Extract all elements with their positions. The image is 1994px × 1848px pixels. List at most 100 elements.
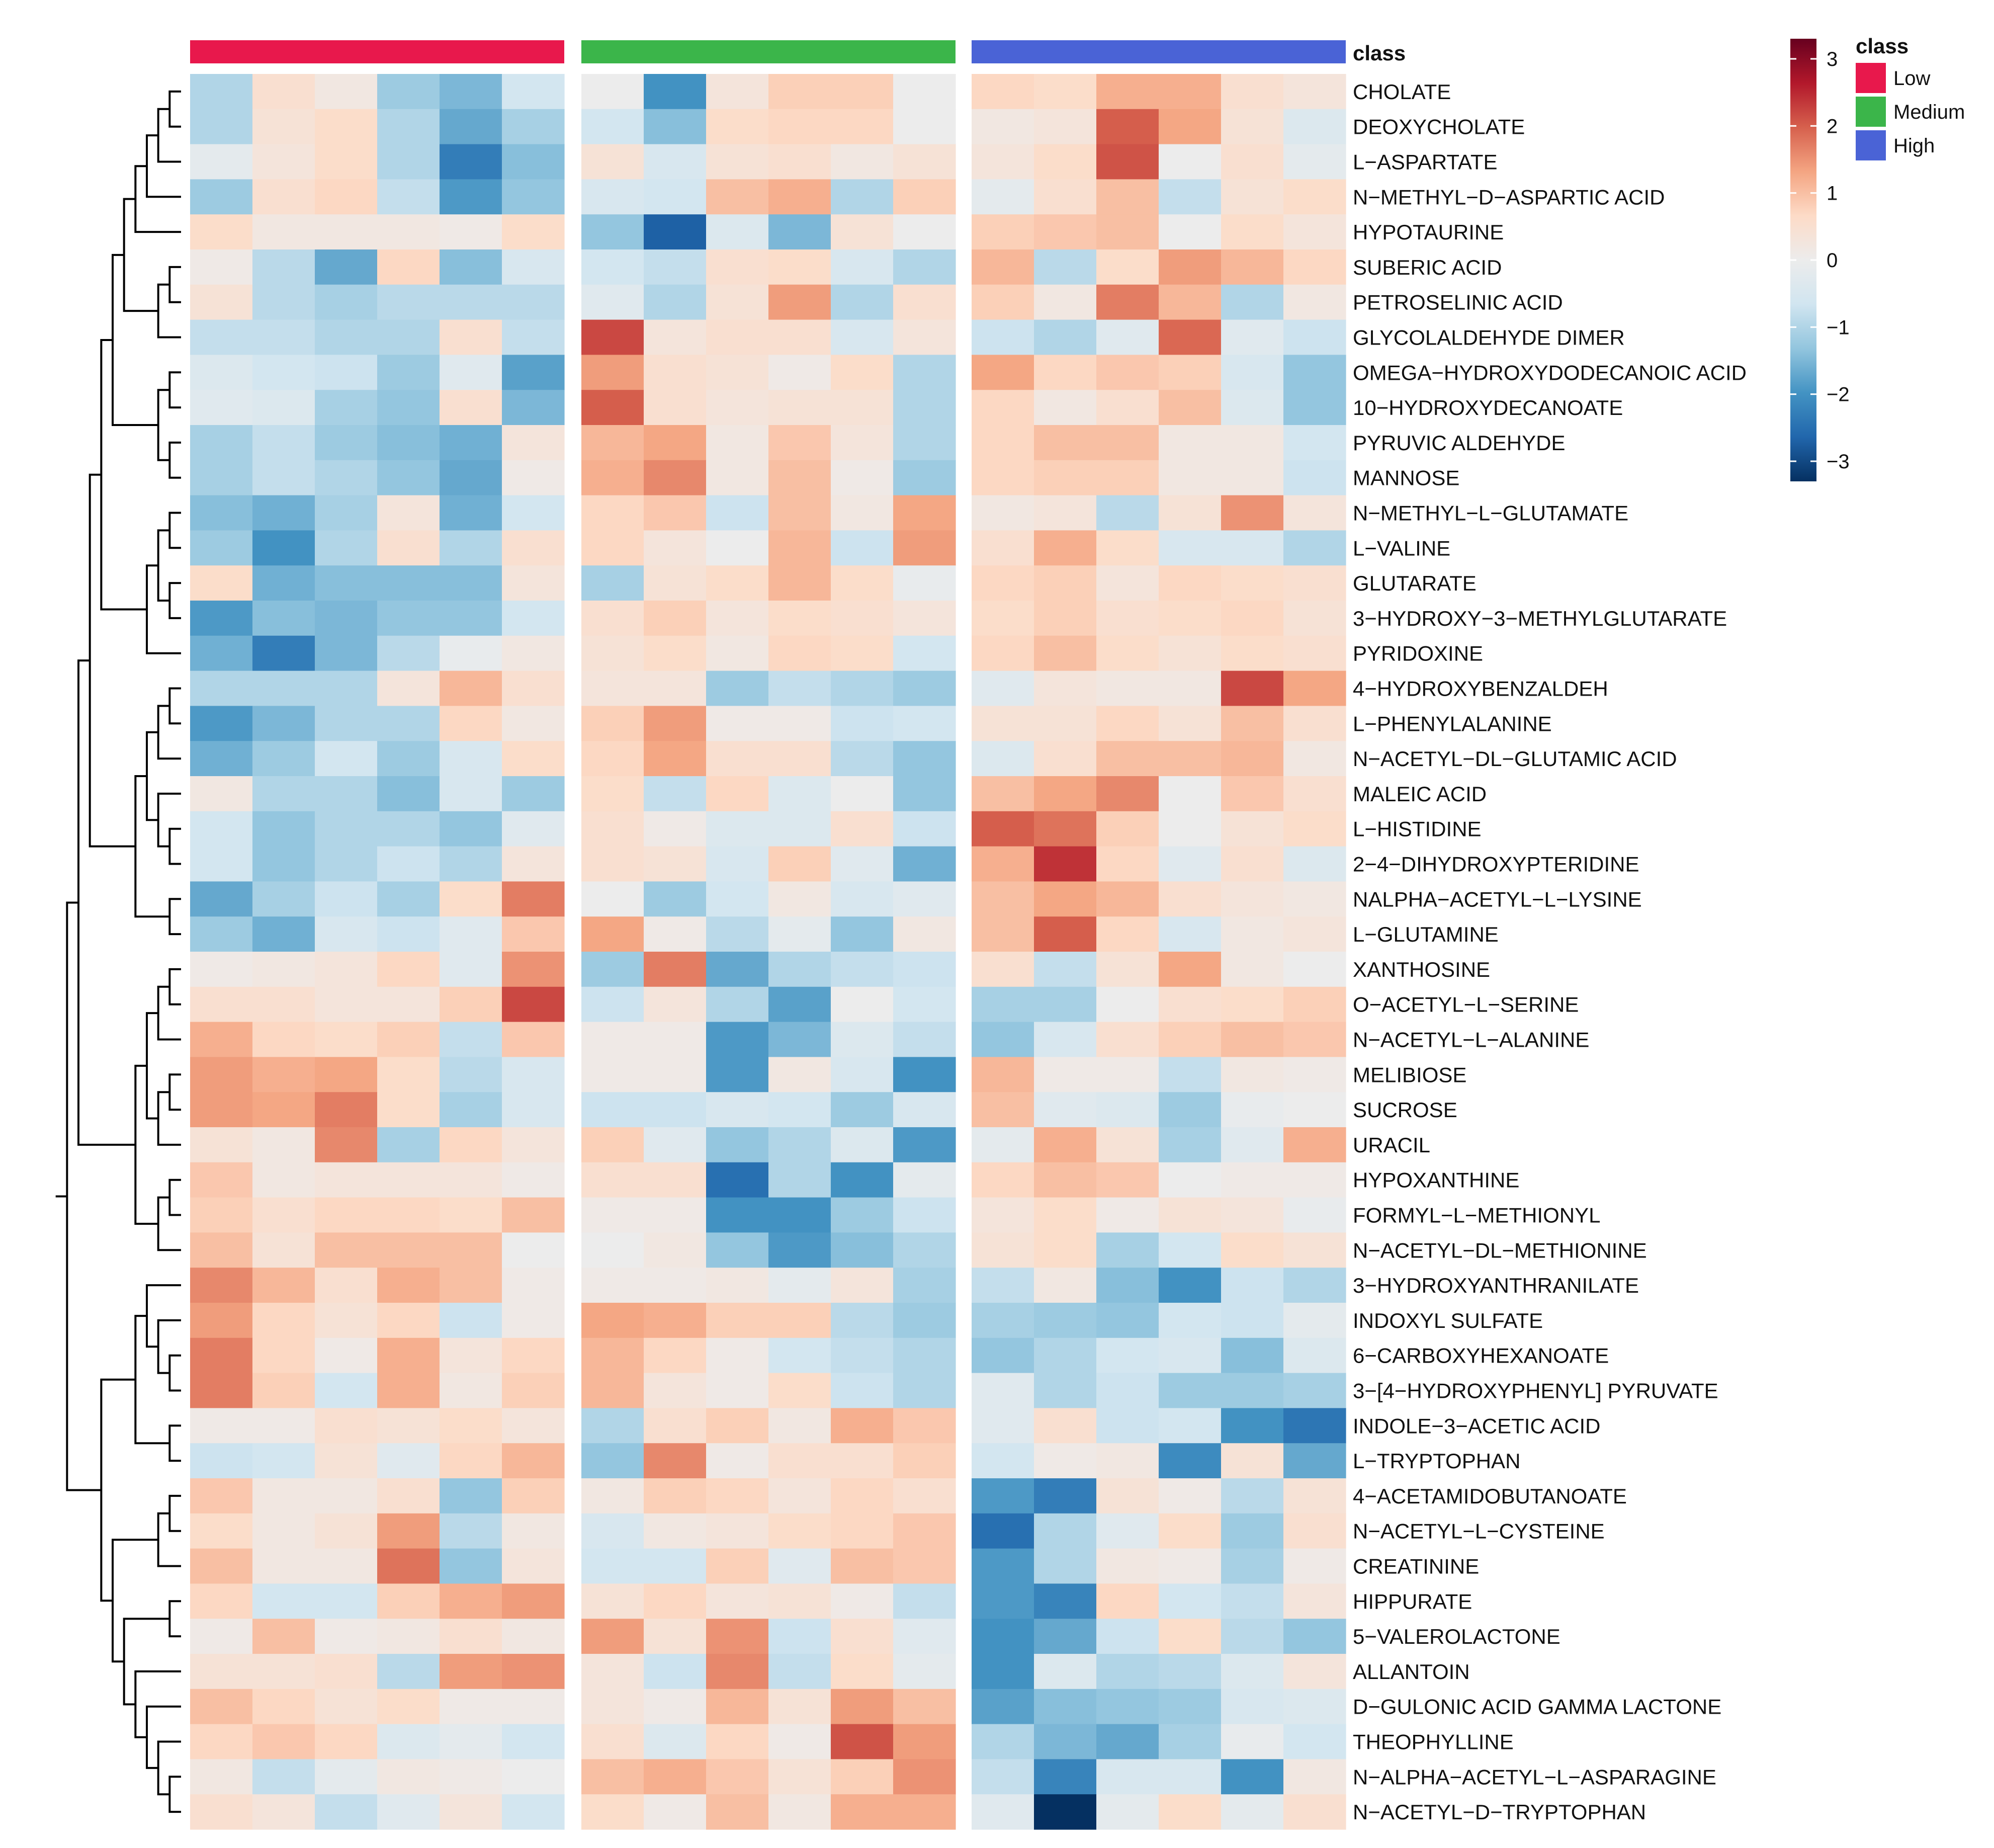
heatmap-cell [706,1478,769,1514]
heatmap-cell [972,1513,1034,1549]
heatmap-cell [1159,846,1222,882]
heatmap-cell [1096,1513,1159,1549]
heatmap-cell [1034,1303,1097,1338]
heatmap-cell [315,1724,378,1759]
dendrogram-branch [157,1740,181,1796]
heatmap-cell [768,390,831,426]
heatmap-cell [972,74,1034,110]
heatmap-cell [190,425,253,461]
heatmap-cell [768,284,831,320]
heatmap-cell [1096,1337,1159,1374]
heatmap-cell [1096,1408,1159,1444]
dendrogram-branch [157,108,181,163]
heatmap-cell [1096,460,1159,496]
heatmap-cell [1096,1268,1159,1303]
heatmap-cell [190,179,253,215]
heatmap-cell [581,1443,644,1479]
heatmap-cell [1283,249,1346,285]
heatmap-cell [1096,1162,1159,1198]
heatmap-cell [1221,811,1284,847]
heatmap-cell [831,319,894,355]
heatmap-cell [1034,1162,1097,1198]
heatmap-cell [972,916,1034,952]
heatmap-cell [768,1373,831,1408]
heatmap-cell [972,355,1034,390]
heatmap-cell [502,1057,565,1093]
heatmap-cell [315,1478,378,1514]
row-label: MANNOSE [1353,466,1459,490]
heatmap-cell [190,1619,253,1654]
color-scale-tick-label: 3 [1827,48,1838,70]
heatmap-cell [644,460,707,496]
heatmap-cell [706,319,769,355]
heatmap-cell [440,1022,502,1057]
heatmap-cell [581,952,644,987]
heatmap-cell [768,565,831,601]
heatmap-cell [1221,74,1284,110]
heatmap-cell [1221,706,1284,741]
heatmap-cell [581,1127,644,1163]
row-label: HIPPURATE [1353,1589,1472,1613]
heatmap-cell [190,846,253,882]
heatmap-cell [377,1689,440,1725]
heatmap-cell [440,1794,502,1830]
heatmap-cell [190,1689,253,1725]
heatmap-cell [893,846,956,882]
heatmap-cell [502,1408,565,1444]
heatmap-cell [972,846,1034,882]
dendrogram-branch [157,792,181,848]
heatmap-cell [1221,1197,1284,1233]
heatmap-cell [644,355,707,390]
heatmap-cell [706,1162,769,1198]
heatmap-cell [1034,1057,1097,1093]
heatmap-cell [252,390,315,426]
heatmap-cell [1034,109,1097,145]
heatmap-cell [315,74,378,110]
heatmap-cell [377,1619,440,1654]
heatmap-cell [1159,1232,1222,1268]
heatmap-cell [706,670,769,706]
heatmap-cell [440,214,502,250]
heatmap-cell [440,284,502,320]
heatmap-cell [377,1092,440,1128]
heatmap-cell [377,1057,440,1093]
color-scale-tick-label: −2 [1827,384,1850,406]
heatmap-cell [972,460,1034,496]
heatmap-cell [893,986,956,1023]
heatmap-cell [893,1197,956,1233]
heatmap-cell [1034,1724,1097,1759]
heatmap-cell [502,355,565,390]
heatmap-cell [893,565,956,601]
dendrogram-branch [146,564,181,654]
heatmap-cell [315,214,378,250]
heatmap-cell [768,1583,831,1619]
dendrogram-branch [157,1512,181,1567]
heatmap-cell [1096,1794,1159,1830]
heatmap-cell [893,1162,956,1198]
heatmap-cell [502,1583,565,1619]
heatmap-cell [1096,144,1159,180]
heatmap-cell [1159,565,1222,601]
heatmap-cell [252,1162,315,1198]
heatmap-cell [893,670,956,706]
heatmap-cell [644,1127,707,1163]
heatmap-cell [502,776,565,812]
heatmap-cell [581,109,644,145]
heatmap-cell [315,1408,378,1444]
heatmap-cell [252,1443,315,1479]
heatmap-cell [1283,1548,1346,1584]
heatmap-cell [972,776,1034,812]
heatmap-cell [315,635,378,671]
heatmap-cell [1159,1373,1222,1408]
heatmap-cell [1283,144,1346,180]
heatmap-cell [190,460,253,496]
heatmap-cell [1159,1513,1222,1549]
heatmap-cell [1221,1232,1284,1268]
row-label: INDOXYL SULFATE [1353,1309,1543,1332]
heatmap-cell [972,1268,1034,1303]
heatmap-cell [581,741,644,777]
heatmap-cell [768,425,831,461]
heatmap-cell [893,355,956,390]
heatmap-cell [581,1689,644,1725]
